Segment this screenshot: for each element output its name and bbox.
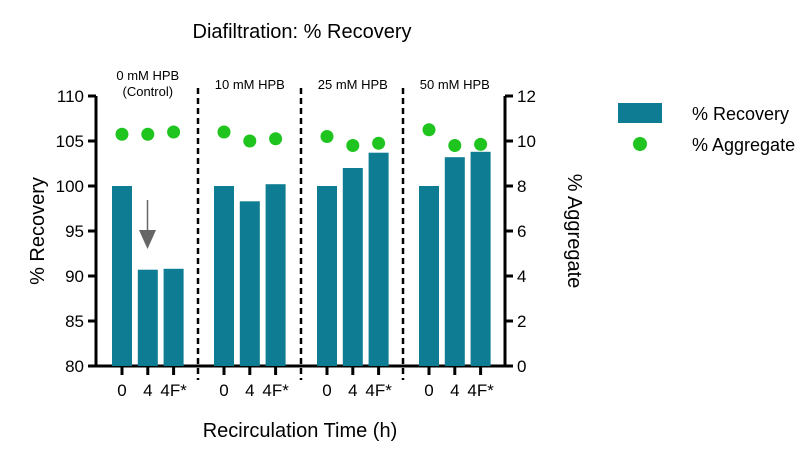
recovery-bar [317, 186, 337, 366]
x-tick-label: 4F* [160, 381, 187, 400]
recovery-bar [112, 186, 132, 366]
recovery-bar [444, 157, 465, 366]
aggregate-dot [422, 123, 436, 137]
recovery-bar [163, 268, 184, 366]
group-label: 50 mM HPB [420, 77, 490, 92]
aggregate-dot [243, 134, 257, 148]
aggregate-dot [346, 139, 360, 152]
y-tick-label: 100 [56, 177, 84, 196]
y2-tick-label: 8 [517, 177, 526, 196]
y-axis-label: % Recovery [27, 177, 49, 285]
y-tick-label: 110 [57, 87, 84, 106]
recovery-bar [419, 186, 439, 366]
y-tick-label: 95 [65, 222, 84, 241]
y2-tick-label: 4 [517, 267, 526, 286]
y2-tick-label: 2 [517, 312, 526, 331]
recovery-bar [137, 269, 158, 366]
x-tick-label: 4 [450, 381, 459, 400]
aggregate-dot [474, 137, 488, 151]
x-axis-label: Recirculation Time (h) [203, 420, 398, 442]
aggregate-dot [269, 132, 283, 146]
y2-tick-label: 0 [517, 357, 526, 376]
aggregate-dot [115, 127, 129, 141]
y2-tick-label: 6 [517, 222, 526, 241]
x-tick-label: 0 [424, 381, 433, 400]
aggregate-dot [217, 125, 231, 139]
legend: % Recovery % Aggregate [618, 103, 795, 155]
legend-recovery-swatch [618, 103, 662, 123]
x-tick-label: 4 [143, 381, 152, 400]
legend-aggregate-label: % Aggregate [692, 135, 795, 155]
aggregate-dot [320, 130, 334, 143]
recovery-bar [214, 186, 234, 366]
y-tick-label: 90 [65, 267, 84, 286]
y-tick-label: 105 [56, 132, 84, 151]
recovery-bar [470, 151, 491, 366]
x-tick-label: 0 [219, 381, 228, 400]
group-label: 0 mM HPB [116, 68, 179, 83]
aggregate-dot [167, 125, 181, 139]
aggregate-dot [141, 127, 155, 141]
recovery-bar [265, 184, 286, 366]
x-tick-label: 4F* [365, 381, 392, 400]
down-arrow-icon [139, 230, 156, 249]
group-sublabel: (Control) [123, 84, 174, 99]
x-tick-label: 4F* [467, 381, 494, 400]
legend-aggregate-swatch [633, 137, 647, 151]
y-tick-label: 80 [65, 357, 84, 376]
x-tick-label: 4F* [262, 381, 289, 400]
y2-axis-label: % Aggregate [563, 174, 585, 289]
aggregate-dot [372, 136, 386, 150]
x-tick-label: 0 [117, 381, 126, 400]
y2-tick-label: 12 [517, 87, 536, 106]
group-label: 10 mM HPB [215, 77, 285, 92]
legend-recovery-label: % Recovery [692, 104, 789, 124]
x-tick-label: 0 [322, 381, 331, 400]
x-tick-label: 4 [348, 381, 357, 400]
y2-tick-label: 10 [517, 132, 536, 151]
x-tick-label: 4 [245, 381, 254, 400]
group-label: 25 mM HPB [318, 77, 388, 92]
aggregate-dot [448, 139, 462, 152]
chart-title: Diafiltration: % Recovery [193, 21, 412, 43]
y-tick-label: 85 [65, 312, 84, 331]
recovery-bar [239, 201, 260, 366]
recovery-bar [342, 168, 363, 366]
recovery-bar [368, 152, 389, 366]
